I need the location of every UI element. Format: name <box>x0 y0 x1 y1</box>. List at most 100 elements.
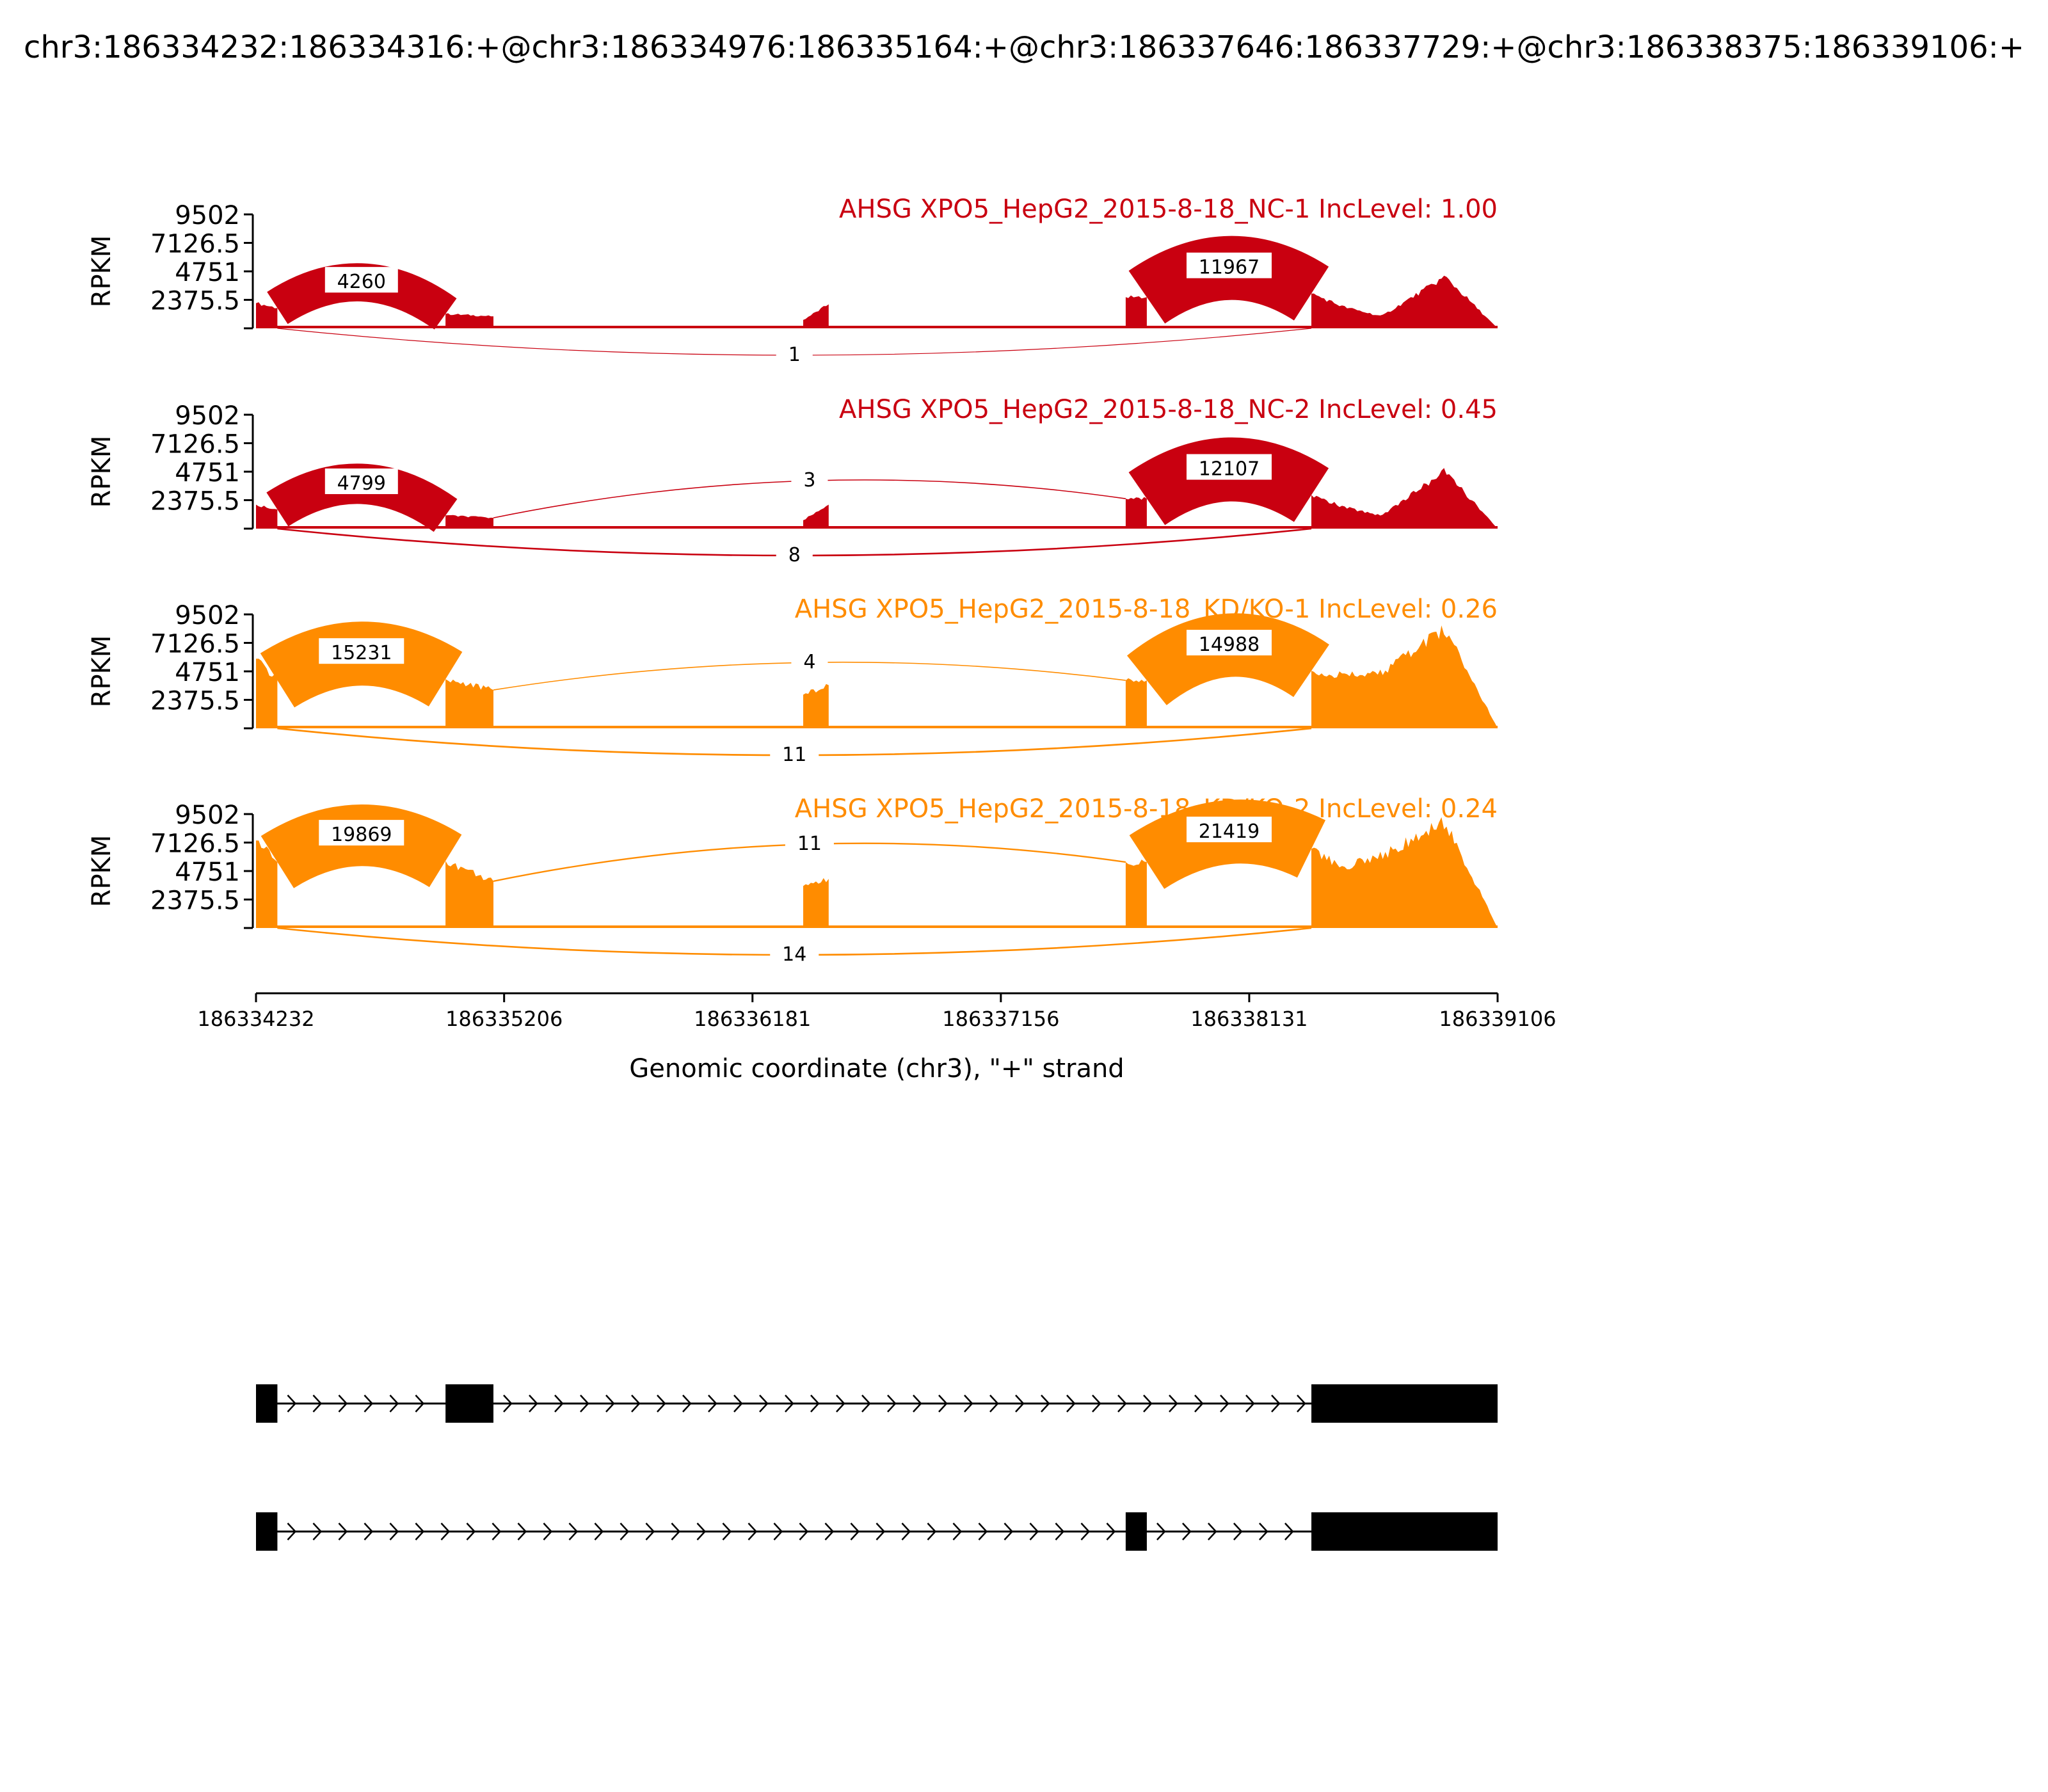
junction-count-box <box>319 820 404 846</box>
y-tick-label: 4751 <box>175 658 240 687</box>
junction-count-label: 11 <box>797 833 822 855</box>
strand-chevron <box>799 1523 809 1540</box>
strand-chevron <box>1106 1523 1116 1540</box>
junction-count-label: 4799 <box>337 472 386 495</box>
strand-chevron <box>338 1523 348 1540</box>
exon-coverage <box>1311 468 1498 529</box>
y-tick-label: 9502 <box>175 801 240 830</box>
junction-count-label: 8 <box>788 544 801 566</box>
strand-chevron <box>1080 1523 1091 1540</box>
x-tick-label: 186338131 <box>1190 1007 1308 1031</box>
junction-count-box <box>1186 817 1272 842</box>
exon-coverage <box>1311 625 1498 728</box>
y-tick-label: 4751 <box>175 458 240 488</box>
junction-count-box <box>324 468 398 495</box>
strand-chevron <box>1194 1395 1204 1412</box>
junction-count-label: 15231 <box>331 642 392 664</box>
x-tick-label: 186334232 <box>197 1007 314 1031</box>
strand-chevron <box>1233 1523 1243 1540</box>
strand-chevron <box>1258 1523 1268 1540</box>
strand-chevron <box>287 1523 297 1540</box>
strand-chevron <box>964 1395 973 1412</box>
strand-chevron <box>389 1523 399 1540</box>
strand-chevron <box>492 1523 502 1540</box>
strand-chevron <box>836 1395 845 1412</box>
strand-chevron <box>810 1395 820 1412</box>
strand-chevron <box>682 1395 692 1412</box>
junction-count-box <box>1186 630 1272 656</box>
strand-chevron <box>785 1395 794 1412</box>
strand-chevron <box>466 1523 476 1540</box>
junction-count-box <box>785 828 834 854</box>
x-tick-label: 186336181 <box>694 1007 811 1031</box>
junction-count-box <box>770 740 819 765</box>
strand-chevron <box>657 1395 666 1412</box>
exon-coverage <box>445 679 493 728</box>
junction-count-box <box>1186 252 1272 278</box>
strand-chevron <box>620 1523 630 1540</box>
strand-chevron <box>733 1395 743 1412</box>
x-tick-label: 186337156 <box>942 1007 1059 1031</box>
strand-chevron <box>568 1523 579 1540</box>
junction-count-box <box>791 647 828 673</box>
exon-coverage <box>256 504 278 529</box>
strand-chevron <box>1156 1523 1166 1540</box>
junction-count-box <box>791 465 828 492</box>
y-tick-label: 7126.5 <box>150 630 240 659</box>
strand-chevron <box>989 1395 999 1412</box>
strand-chevron <box>312 1395 323 1412</box>
strand-chevron <box>1271 1395 1281 1412</box>
exon-block <box>1311 1384 1498 1423</box>
junction-count-label: 14 <box>782 943 806 966</box>
exon-coverage <box>1125 295 1147 328</box>
strand-chevron <box>1029 1523 1039 1540</box>
y-tick-label: 7126.5 <box>150 430 240 460</box>
strand-chevron <box>1117 1395 1127 1412</box>
strand-chevron <box>861 1395 871 1412</box>
junction-count-box <box>1186 454 1272 480</box>
strand-chevron <box>913 1395 922 1412</box>
strand-chevron <box>938 1395 948 1412</box>
strand-chevron <box>773 1523 783 1540</box>
junction-count-label: 11967 <box>1199 257 1260 279</box>
strand-chevron <box>759 1395 769 1412</box>
strand-chevron <box>671 1523 681 1540</box>
strand-chevron <box>1181 1523 1192 1540</box>
exon-block <box>1311 1512 1498 1551</box>
y-tick-label: 2375.5 <box>150 287 240 316</box>
strand-chevron <box>1297 1395 1306 1412</box>
strand-chevron <box>901 1523 911 1540</box>
junction-count-label: 21419 <box>1199 820 1260 843</box>
x-axis-label: Genomic coordinate (chr3), "+" strand <box>629 1054 1124 1084</box>
strand-chevron <box>415 1523 425 1540</box>
exon-coverage <box>445 313 493 328</box>
strand-chevron <box>1143 1395 1153 1412</box>
strand-chevron <box>978 1523 988 1540</box>
strand-chevron <box>748 1523 758 1540</box>
exon-coverage <box>803 504 829 529</box>
junction-count-label: 11 <box>782 744 806 766</box>
series-title: AHSG XPO5_HepG2_2015-8-18_NC-1 IncLevel:… <box>839 195 1498 224</box>
strand-chevron <box>850 1523 860 1540</box>
junction-count-label: 1 <box>788 344 801 366</box>
y-tick-label: 9502 <box>175 201 240 230</box>
strand-chevron <box>1245 1395 1255 1412</box>
strand-chevron <box>1015 1395 1025 1412</box>
exon-block <box>1125 1512 1147 1551</box>
strand-chevron <box>1169 1395 1178 1412</box>
strand-chevron <box>543 1523 553 1540</box>
y-axis-label: RPKM <box>87 436 116 508</box>
strand-chevron <box>287 1395 297 1412</box>
strand-chevron <box>927 1523 937 1540</box>
strand-chevron <box>1004 1523 1014 1540</box>
y-tick-label: 4751 <box>175 858 240 887</box>
strand-chevron <box>952 1523 963 1540</box>
strand-chevron <box>1092 1395 1101 1412</box>
strand-chevron <box>503 1395 513 1412</box>
exon-coverage <box>1311 817 1498 928</box>
